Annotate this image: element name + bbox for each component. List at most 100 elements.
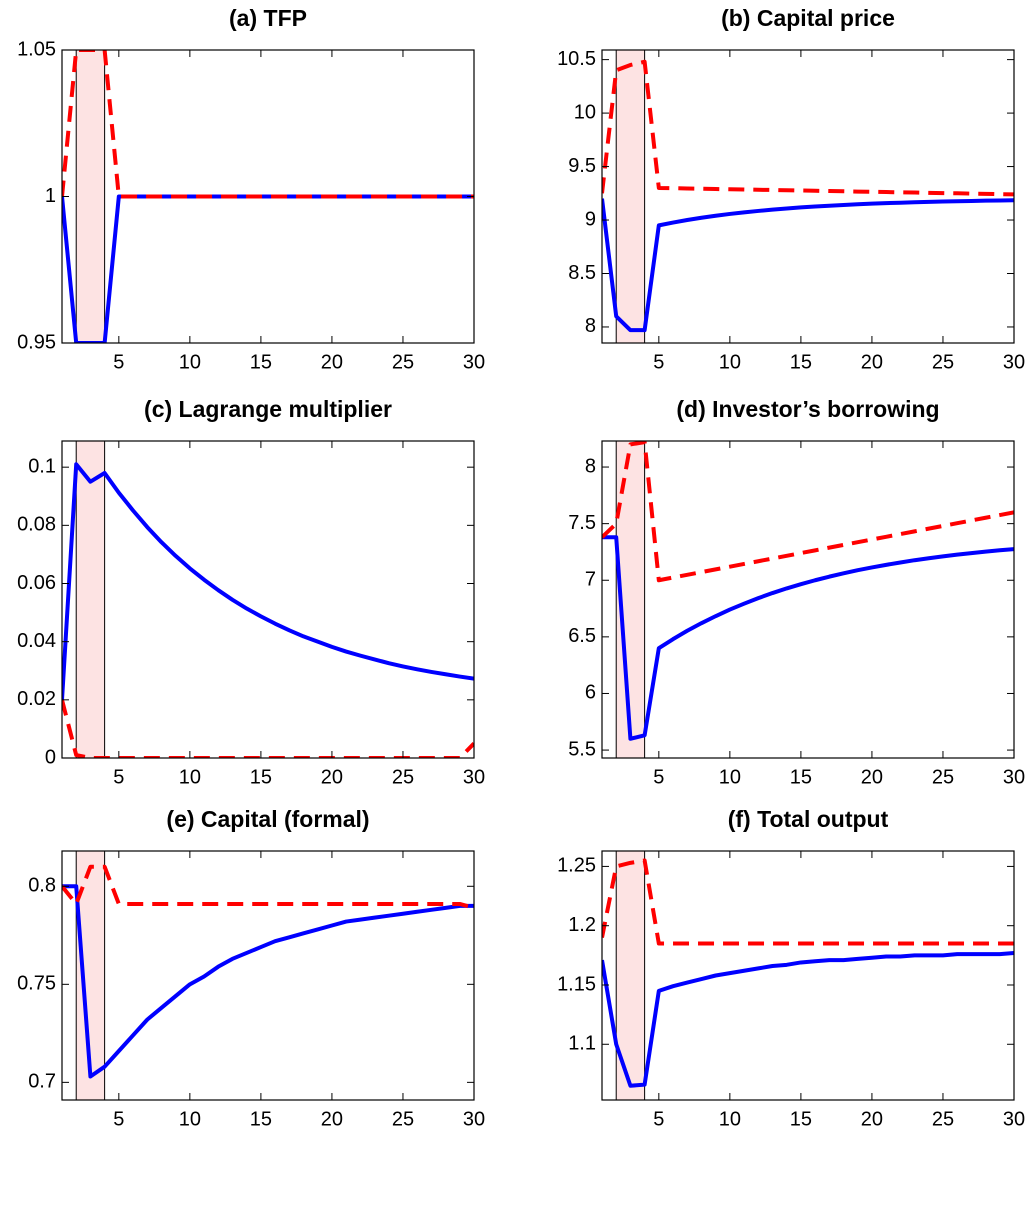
y-tick-label: 1.05 <box>17 38 56 60</box>
x-tick-label: 15 <box>790 1108 812 1130</box>
series-line <box>602 59 1014 197</box>
y-tick-label: 7 <box>585 569 596 591</box>
x-tick-label: 30 <box>1003 1108 1025 1130</box>
x-tick-label: 30 <box>463 1108 485 1130</box>
series-line <box>602 441 1014 583</box>
y-tick-label: 10.5 <box>557 48 596 70</box>
subplot: (c) Lagrange multiplier 0 0.02 0.04 0.06 0.08… <box>17 396 485 788</box>
plot-area <box>602 858 1014 1088</box>
x-tick-label: 20 <box>861 766 883 788</box>
series-line <box>62 864 474 910</box>
x-tick-label: 20 <box>321 1108 343 1130</box>
axes-box <box>601 440 1015 759</box>
x-tick-label: 20 <box>861 351 883 373</box>
y-tick-label: 0.02 <box>17 688 56 710</box>
x-tick-label: 5 <box>653 766 664 788</box>
plot-area <box>602 441 1014 741</box>
y-tick-label: 0 <box>45 746 56 768</box>
subplot: (a) TFP 0.95 1 1.05 5 10 15 20 25 30 <box>17 5 485 373</box>
y-tick-label: 6.5 <box>568 625 596 647</box>
y-tick-label: 9.5 <box>568 155 596 177</box>
x-tick-label: 25 <box>932 351 954 373</box>
y-tick-label: 1.1 <box>568 1033 596 1055</box>
chart-title: (e) Capital (formal) <box>166 806 369 832</box>
axes-box <box>61 440 475 759</box>
y-tick-label: 6 <box>585 682 596 704</box>
chart-title: (c) Lagrange multiplier <box>144 396 392 422</box>
series-line <box>602 950 1014 1088</box>
y-tick-label: 1.2 <box>568 914 596 936</box>
x-tick-label: 25 <box>392 1108 414 1130</box>
y-tick-label: 9 <box>585 208 596 230</box>
subplot: (f) Total output 1.1 1.15 1.2 1.25 5 10 15 20 25 3… <box>557 806 1025 1130</box>
y-tick-label: 1.15 <box>557 973 596 995</box>
y-tick-label: 0.75 <box>17 973 56 995</box>
axes-box <box>61 850 475 1101</box>
series-line <box>62 699 474 758</box>
x-tick-label: 15 <box>790 351 812 373</box>
chart-title: (a) TFP <box>229 5 307 31</box>
x-tick-label: 15 <box>790 766 812 788</box>
x-tick-label: 20 <box>861 1108 883 1130</box>
x-tick-label: 30 <box>1003 351 1025 373</box>
chart-title: (d) Investor’s borrowing <box>676 396 939 422</box>
plot-area <box>62 462 474 758</box>
x-tick-label: 5 <box>113 766 124 788</box>
x-tick-label: 10 <box>719 1108 741 1130</box>
highlight-region <box>76 50 105 343</box>
x-tick-label: 20 <box>321 351 343 373</box>
series-line <box>602 858 1014 946</box>
x-tick-label: 25 <box>392 351 414 373</box>
y-tick-label: 8.5 <box>568 262 596 284</box>
x-tick-label: 25 <box>932 766 954 788</box>
series-line <box>602 535 1014 741</box>
series-line <box>62 462 474 700</box>
y-tick-label: 0.04 <box>17 630 56 652</box>
x-tick-label: 25 <box>392 766 414 788</box>
x-tick-label: 5 <box>113 351 124 373</box>
series-line <box>62 884 474 1079</box>
x-tick-label: 10 <box>179 351 201 373</box>
chart-title: (f) Total output <box>728 806 889 832</box>
x-tick-label: 30 <box>1003 766 1025 788</box>
series-line <box>602 198 1014 333</box>
highlight-region <box>76 441 105 758</box>
plot-area <box>62 864 474 1079</box>
subplot: (b) Capital price 8 8.5 9 9.5 10 10.5 5 10 15 20 25… <box>557 5 1025 373</box>
y-tick-label: 0.08 <box>17 514 56 536</box>
y-tick-label: 8 <box>585 315 596 337</box>
x-tick-label: 15 <box>250 1108 272 1130</box>
x-tick-label: 20 <box>321 766 343 788</box>
series-line <box>62 194 474 343</box>
y-tick-label: 0.1 <box>28 455 56 477</box>
plot-area <box>62 50 474 343</box>
y-tick-label: 8 <box>585 455 596 477</box>
x-tick-label: 25 <box>932 1108 954 1130</box>
x-tick-label: 30 <box>463 766 485 788</box>
plot-area <box>602 59 1014 333</box>
y-tick-label: 7.5 <box>568 512 596 534</box>
y-tick-label: 0.7 <box>28 1071 56 1093</box>
series-line <box>62 50 474 199</box>
y-tick-label: 1.25 <box>557 855 596 877</box>
x-tick-label: 5 <box>653 1108 664 1130</box>
subplot: (e) Capital (formal) 0.7 0.75 0.8 5 10 15 20 25 3… <box>17 806 485 1130</box>
y-tick-label: 5.5 <box>568 738 596 760</box>
y-tick-label: 0.8 <box>28 875 56 897</box>
x-tick-label: 5 <box>113 1108 124 1130</box>
x-tick-label: 10 <box>179 1108 201 1130</box>
x-tick-label: 30 <box>463 351 485 373</box>
y-tick-label: 0.06 <box>17 572 56 594</box>
axes-box <box>601 49 1015 344</box>
highlight-region <box>616 50 645 343</box>
y-tick-label: 1 <box>45 185 56 207</box>
chart-title: (b) Capital price <box>721 5 895 31</box>
axes-box <box>601 850 1015 1101</box>
x-tick-label: 15 <box>250 351 272 373</box>
x-tick-label: 15 <box>250 766 272 788</box>
x-tick-label: 10 <box>179 766 201 788</box>
y-tick-label: 0.95 <box>17 331 56 353</box>
x-tick-label: 10 <box>719 351 741 373</box>
